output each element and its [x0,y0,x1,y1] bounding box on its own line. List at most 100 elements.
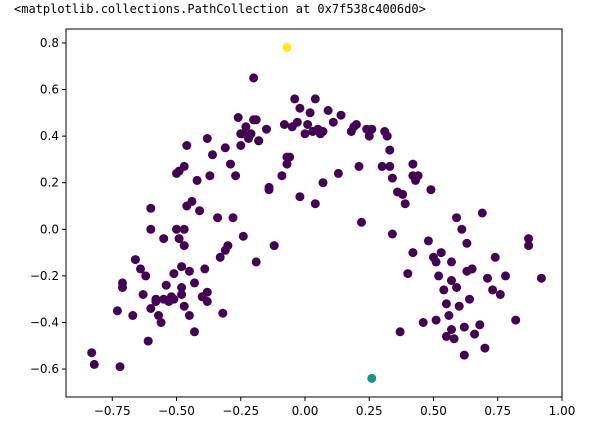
scatter-point-cluster_0-118 [387,229,397,239]
scatter-point-cluster_0-53 [213,213,223,223]
scatter-point-cluster_0-69 [246,129,256,139]
scatter-point-cluster_0-146 [452,213,462,223]
scatter-point-cluster_0-123 [403,269,413,279]
scatter-point-cluster_0-14 [146,224,156,234]
scatter-point-cluster_0-72 [251,257,261,267]
scatter-point-cluster_0-83 [282,159,292,169]
scatter-point-cluster_0-86 [290,94,300,104]
scatter-point-cluster_0-136 [436,248,446,258]
scatter-point-cluster_0-60 [228,213,238,223]
scatter-point-cluster_0-167 [536,273,546,283]
scatter-point-cluster_0-99 [318,127,328,136]
scatter-point-cluster_0-12 [146,304,156,313]
scatter-point-cluster_0-54 [215,252,225,262]
scatter-point-cluster_0-138 [441,299,451,309]
scatter-point-cluster_0-3 [115,362,125,372]
scatter-point-cluster_0-154 [467,264,477,274]
x-tick-label: 0.25 [356,404,383,418]
scatter-point-cluster_0-48 [202,134,212,143]
scatter-point-cluster_0-37 [182,141,192,150]
y-tick-label: −0.6 [30,362,59,376]
scatter-point-cluster_0-94 [310,199,320,209]
scatter-point-cluster_0-145 [452,283,462,292]
scatter-point-cluster_0-45 [195,206,205,216]
scatter-point-cluster_0-43 [190,278,199,288]
scatter-point-cluster_0-151 [462,238,472,248]
scatter-point-cluster_0-16 [151,297,161,306]
scatter-point-cluster_0-128 [413,171,423,181]
scatter-point-cluster_0-116 [385,161,395,171]
scatter-point-cluster_0-58 [223,241,233,251]
scatter-point-cluster_0-164 [511,315,521,325]
scatter-point-cluster_0-130 [423,236,433,246]
scatter-point-cluster_2-0 [282,43,292,53]
scatter-point-cluster_0-80 [277,171,287,181]
y-tick-label: 0.4 [40,129,59,143]
scatter-point-cluster_0-149 [459,350,469,360]
scatter-point-cluster_0-140 [444,311,454,320]
scatter-point-cluster_0-51 [205,171,215,181]
scatter-point-cluster_0-44 [192,175,202,185]
x-tick-label: −0.50 [158,404,195,418]
scatter-point-cluster_0-141 [447,325,456,334]
scatter-point-cluster_0-107 [354,161,364,171]
scatter-point-cluster_0-133 [431,315,441,325]
scatter-point-cluster_0-30 [177,283,187,292]
scatter-point-cluster_0-7 [130,255,140,265]
scatter-point-cluster_0-1 [89,359,99,369]
scatter-point-cluster_0-115 [385,145,395,155]
scatter-point-cluster_0-124 [408,159,418,169]
scatter-point-cluster_0-139 [441,331,451,341]
y-tick-label: 0.2 [40,176,59,190]
y-tick-label: 0.8 [40,36,59,50]
scatter-point-cluster_0-134 [431,257,441,267]
scatter-point-cluster_0-87 [292,117,302,127]
x-tick-label: 1.00 [549,404,576,418]
scatter-point-cluster_0-56 [220,143,230,153]
scatter-point-cluster_0-122 [400,199,410,209]
scatter-point-cluster_0-66 [238,231,248,241]
scatter-point-cluster_0-88 [295,192,305,202]
scatter-point-cluster_0-52 [208,150,217,160]
scatter-point-cluster_0-81 [279,120,289,129]
x-tick-label: 0.75 [484,404,511,418]
scatter-point-cluster_0-73 [251,115,261,125]
scatter-points [87,43,546,383]
scatter-point-cluster_0-103 [336,110,346,120]
scatter-point-cluster_0-165 [524,241,534,251]
scatter-point-cluster_0-153 [465,294,474,304]
scatter-point-cluster_0-8 [136,264,145,274]
scatter-point-cluster_0-55 [218,308,228,318]
scatter-point-cluster_0-20 [159,234,169,244]
scatter-point-cluster_0-156 [475,320,485,330]
x-tick-label: 0.50 [420,404,447,418]
scatter-point-cluster_0-27 [172,224,181,234]
scatter-point-cluster_0-59 [226,159,235,169]
scatter-point-cluster_0-21 [161,280,171,290]
scatter-point-cluster_0-33 [179,224,189,234]
scatter-point-cluster_0-10 [141,271,151,281]
scatter-point-cluster_0-137 [439,285,449,295]
axes-frame [65,28,563,398]
scatter-point-cluster_0-2 [112,306,122,316]
scatter-point-cluster_0-13 [146,203,156,213]
scatter-point-cluster_0-126 [408,248,418,258]
scatter-point-cluster_0-112 [377,161,387,171]
scatter-point-cluster_0-150 [459,322,469,332]
scatter-point-cluster_0-32 [177,290,187,299]
scatter-point-cluster_0-160 [488,285,498,295]
x-tick-label: −0.25 [222,404,259,418]
scatter-point-cluster_0-24 [169,294,179,304]
scatter-point-cluster_0-102 [333,168,343,178]
scatter-point-cluster_0-39 [184,311,194,320]
scatter-point-cluster_0-144 [449,334,459,344]
scatter-point-cluster_0-158 [480,343,490,353]
cell-output-repr: <matplotlib.collections.PathCollection a… [14,2,426,16]
scatter-point-cluster_0-98 [318,178,328,188]
scatter-point-cluster_0-76 [262,124,271,134]
scatter-point-cluster_0-117 [387,173,397,183]
scatter-point-cluster_0-78 [264,182,274,192]
scatter-point-cluster_0-79 [269,241,279,251]
scatter-point-cluster_0-18 [156,318,166,327]
